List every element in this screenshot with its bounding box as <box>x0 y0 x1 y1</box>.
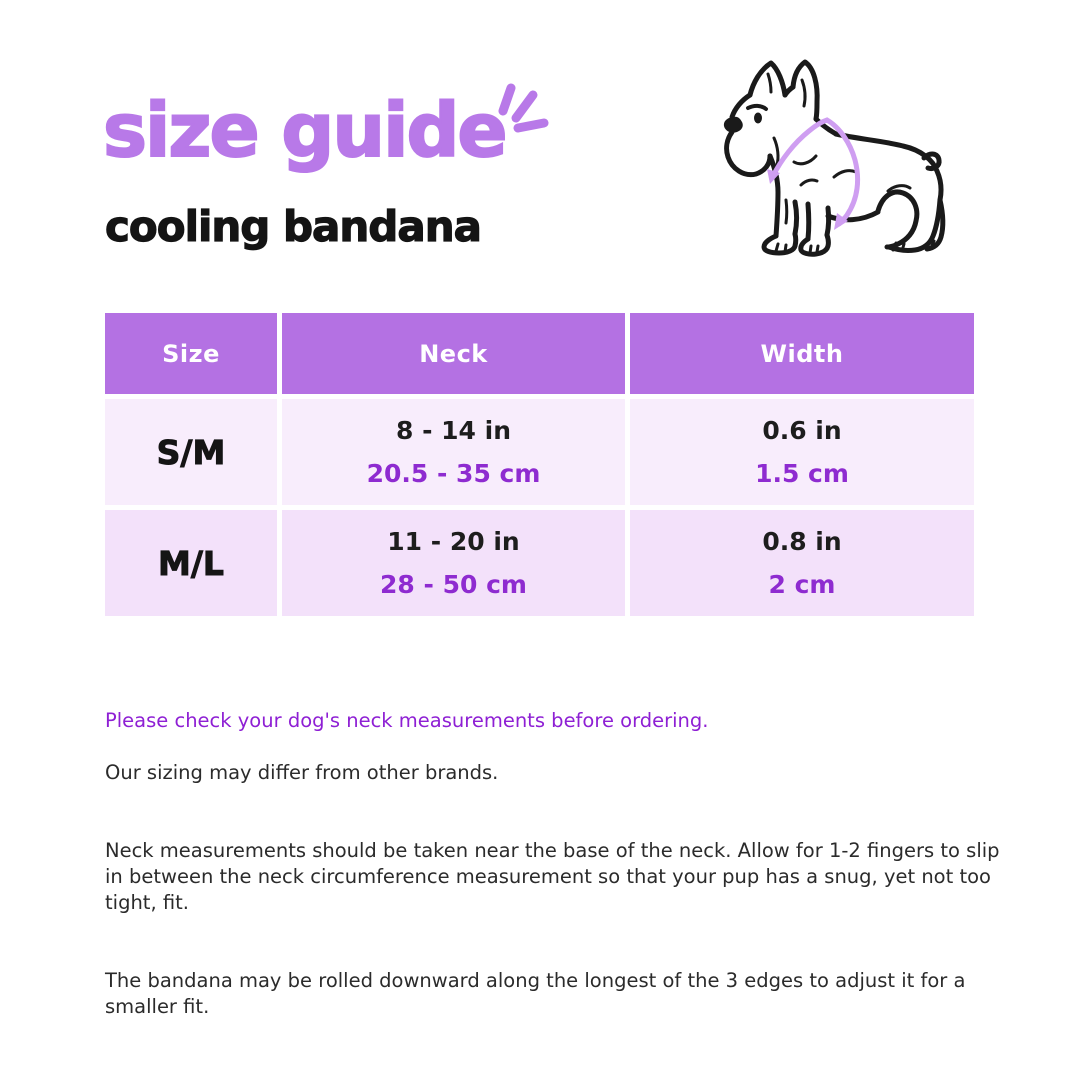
neck-cm-sm: 20.5 - 35 cm <box>366 459 541 488</box>
neck-cm-ml: 28 - 50 cm <box>380 570 527 599</box>
width-cm-sm: 1.5 cm <box>755 459 849 488</box>
note-highlight: Please check your dog's neck measurement… <box>105 709 709 732</box>
column-header-neck: Neck <box>282 313 625 394</box>
page-title: size guide <box>102 87 509 175</box>
width-cell-sm: 0.6 in 1.5 cm <box>630 399 974 505</box>
neck-inches-ml: 11 - 20 in <box>387 527 520 556</box>
note-sizing: Our sizing may differ from other brands. <box>105 761 499 784</box>
notes-section: Please check your dog's neck measurement… <box>105 682 1080 1046</box>
size-cell-sm: S/M <box>105 399 277 505</box>
size-cell-ml: M/L <box>105 510 277 616</box>
width-inches-ml: 0.8 in <box>762 527 842 556</box>
note-measurement-tip: Neck measurements should be taken near t… <box>105 839 1000 914</box>
size-table: Size Neck Width S/M 8 - 14 in 20.5 - 35 … <box>105 313 974 616</box>
neck-cell-ml: 11 - 20 in 28 - 50 cm <box>282 510 625 616</box>
sparkle-icon <box>498 83 549 133</box>
bulldog-illustration <box>723 59 946 257</box>
column-header-size: Size <box>105 313 277 394</box>
neck-inches-sm: 8 - 14 in <box>395 416 512 445</box>
width-cm-ml: 2 cm <box>768 570 836 599</box>
column-header-width: Width <box>630 313 974 394</box>
width-inches-sm: 0.6 in <box>762 416 842 445</box>
note-adjustment-tip: The bandana may be rolled downward along… <box>105 969 966 1018</box>
neck-cell-sm: 8 - 14 in 20.5 - 35 cm <box>282 399 625 505</box>
page-subtitle: cooling bandana <box>104 201 482 251</box>
width-cell-ml: 0.8 in 2 cm <box>630 510 974 616</box>
